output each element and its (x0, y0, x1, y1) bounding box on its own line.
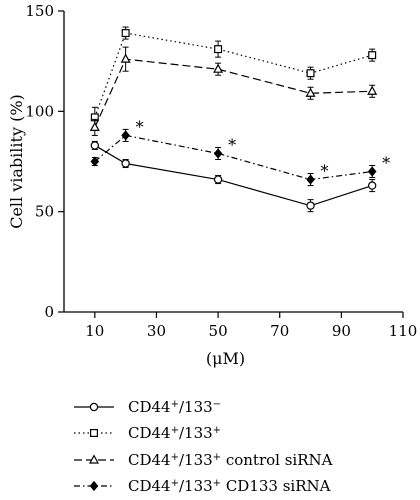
data-point (368, 51, 377, 60)
x-tick-label: 90 (332, 322, 351, 340)
legend-entry-1: CD44+/133− (74, 398, 221, 416)
x-axis-label: (μM) (206, 349, 245, 368)
data-point (213, 175, 223, 184)
x-tick-label: 50 (209, 322, 228, 340)
data-point (213, 148, 223, 159)
y-axis-label: Cell viability (%) (7, 94, 26, 229)
y-tick-label: 50 (35, 203, 54, 221)
data-point (306, 69, 315, 78)
legend-marker (88, 454, 100, 464)
legend: CD44+/133− CD44+/133+ CD44+/133+ control s… (74, 398, 333, 495)
legend-entry-2: CD44+/133+ (74, 424, 221, 442)
x-tick-label: 30 (147, 322, 166, 340)
x-tick-label: 110 (389, 322, 418, 340)
legend-label: CD44+/133+ CD133 siRNA (128, 477, 331, 495)
legend-label: CD44+/133− (128, 398, 221, 416)
y-tick-label: 100 (25, 102, 54, 120)
data-point (120, 53, 131, 63)
legend-entry-3: CD44+/133+ control siRNA (74, 451, 333, 469)
data-point (367, 85, 378, 95)
data-point (306, 201, 315, 210)
significance-asterisk: * (321, 162, 329, 181)
data-point (306, 174, 315, 185)
data-point (367, 181, 377, 190)
data-point (305, 87, 316, 97)
series-1 (90, 140, 377, 213)
series-line (94, 58, 373, 128)
data-point (121, 130, 130, 141)
legend-entry-4: CD44+/133+ CD133 siRNA (74, 477, 331, 495)
data-point (121, 29, 130, 38)
significance-asterisk: * (228, 135, 236, 154)
series-4 (90, 128, 377, 187)
data-point (213, 63, 224, 73)
y-tick-label: 150 (25, 2, 54, 20)
legend-marker (89, 429, 98, 438)
series-2 (90, 26, 377, 128)
x-tick-label: 70 (270, 322, 289, 340)
legend-marker (89, 480, 99, 492)
data-point (367, 166, 377, 177)
significance-asterisk: * (136, 117, 144, 136)
legend-label: CD44+/133+ (128, 424, 221, 442)
significance-asterisk: * (382, 154, 390, 173)
data-point (214, 45, 223, 54)
data-point (90, 141, 100, 150)
legend-label: CD44+/133+ control siRNA (128, 451, 333, 469)
plot-area: 0 50 100 150 10 30 50 70 90 110 Cell viability (%)… (7, 2, 417, 368)
series-line (94, 32, 373, 118)
data-point (89, 121, 100, 131)
legend-marker (89, 402, 99, 412)
y-tick-label: 0 (44, 303, 54, 321)
series-3 (89, 46, 378, 136)
data-point (121, 159, 130, 168)
data-point (90, 156, 100, 167)
x-tick-label: 10 (85, 322, 104, 340)
